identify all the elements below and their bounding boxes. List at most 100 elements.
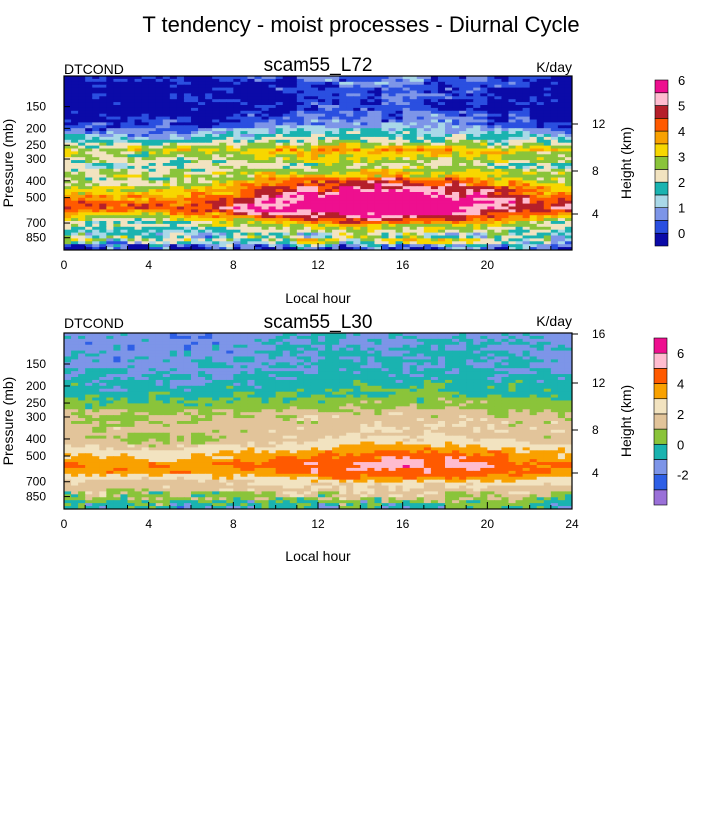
contour-cell bbox=[71, 102, 79, 106]
contour-cell bbox=[176, 136, 185, 141]
contour-cell bbox=[303, 116, 312, 121]
contour-cell bbox=[494, 194, 503, 199]
contour-cell bbox=[536, 194, 545, 199]
contour-cell bbox=[318, 131, 326, 135]
contour-cell bbox=[183, 197, 192, 202]
contour-cell bbox=[141, 177, 150, 181]
contour-cell bbox=[508, 136, 517, 141]
contour-cell bbox=[261, 350, 270, 355]
contour-cell bbox=[169, 125, 178, 129]
contour-cell bbox=[141, 232, 150, 237]
contour-cell bbox=[367, 96, 376, 100]
contour-cell bbox=[261, 154, 270, 158]
contour-cell bbox=[325, 151, 333, 155]
contour-cell bbox=[106, 209, 114, 213]
contour-cell bbox=[522, 165, 531, 170]
contour-cell bbox=[409, 229, 418, 234]
contour-cell bbox=[522, 148, 531, 152]
contour-cell bbox=[564, 154, 572, 158]
contour-cell bbox=[325, 189, 333, 193]
contour-cell bbox=[452, 84, 460, 89]
contour-cell bbox=[353, 154, 361, 158]
contour-cell bbox=[409, 221, 418, 225]
contour-cell bbox=[409, 218, 418, 222]
contour-cell bbox=[423, 145, 432, 150]
contour-cell bbox=[543, 84, 552, 89]
contour-cell bbox=[395, 84, 404, 89]
contour-cell bbox=[508, 244, 517, 248]
contour-cell bbox=[501, 87, 510, 92]
contour-cell bbox=[127, 209, 136, 213]
contour-cell bbox=[99, 154, 107, 158]
contour-cell bbox=[212, 221, 220, 225]
contour-cell bbox=[508, 171, 517, 176]
contour-cell bbox=[134, 356, 143, 360]
contour-cell bbox=[296, 194, 305, 199]
contour-cell bbox=[92, 241, 100, 245]
contour-cell bbox=[360, 232, 368, 237]
contour-cell bbox=[120, 148, 129, 152]
contour-cell bbox=[303, 247, 312, 250]
contour-cell bbox=[92, 206, 100, 210]
contour-cell bbox=[198, 76, 206, 80]
contour-cell bbox=[318, 203, 326, 208]
contour-cell bbox=[226, 183, 234, 187]
contour-cell bbox=[176, 226, 185, 231]
contour-cell bbox=[289, 341, 298, 346]
contour-cell bbox=[296, 160, 305, 164]
contour-cell bbox=[240, 105, 249, 109]
contour-cell bbox=[254, 333, 263, 337]
contour-cell bbox=[423, 142, 432, 147]
contour-cell bbox=[332, 125, 340, 129]
contour-cell bbox=[183, 189, 192, 193]
contour-cell bbox=[536, 131, 545, 135]
contour-cell bbox=[409, 186, 418, 190]
contour-cell bbox=[494, 160, 503, 164]
contour-cell bbox=[522, 212, 531, 216]
contour-cell bbox=[169, 338, 178, 343]
colorbar-label: 6 bbox=[678, 73, 685, 88]
contour-cell bbox=[487, 338, 495, 343]
contour-cell bbox=[423, 165, 432, 170]
contour-cell bbox=[487, 87, 495, 92]
contour-cell bbox=[275, 107, 284, 112]
contour-cell bbox=[332, 151, 340, 155]
contour-cell bbox=[473, 84, 481, 89]
contour-cell bbox=[388, 136, 397, 141]
contour-cell bbox=[466, 338, 474, 343]
contour-cell bbox=[557, 212, 566, 216]
contour-cell bbox=[557, 81, 566, 86]
contour-cell bbox=[430, 180, 439, 184]
contour-cell bbox=[233, 223, 241, 228]
contour-cell bbox=[120, 226, 129, 231]
contour-cell bbox=[64, 232, 72, 237]
contour-cell bbox=[289, 247, 298, 250]
contour-cell bbox=[437, 128, 446, 132]
contour-cell bbox=[423, 226, 432, 231]
contour-cell bbox=[487, 151, 495, 155]
contour-cell bbox=[388, 238, 397, 242]
contour-cell bbox=[430, 99, 439, 103]
contour-cell bbox=[360, 209, 368, 213]
contour-cell bbox=[106, 131, 114, 135]
contour-cell bbox=[508, 209, 517, 213]
contour-cell bbox=[198, 232, 206, 237]
contour-cell bbox=[452, 215, 460, 219]
contour-cell bbox=[64, 102, 72, 106]
contour-cell bbox=[303, 241, 312, 245]
contour-cell bbox=[198, 241, 206, 245]
contour-cell bbox=[78, 145, 86, 150]
contour-cell bbox=[423, 241, 432, 245]
contour-cell bbox=[473, 78, 481, 83]
contour-cell bbox=[339, 148, 347, 152]
contour-cell bbox=[494, 163, 503, 167]
contour-cell bbox=[430, 171, 439, 176]
contour-cell bbox=[169, 81, 178, 86]
contour-cell bbox=[268, 223, 277, 228]
contour-cell bbox=[212, 110, 220, 115]
contour-cell bbox=[409, 347, 418, 352]
contour-cell bbox=[395, 221, 404, 225]
contour-cell bbox=[310, 186, 319, 190]
contour-cell bbox=[374, 338, 383, 343]
contour-cell bbox=[169, 197, 178, 202]
